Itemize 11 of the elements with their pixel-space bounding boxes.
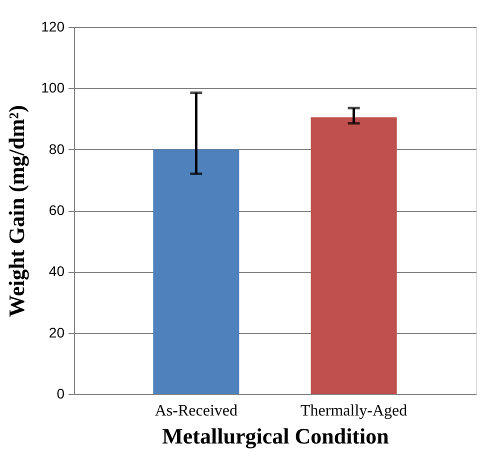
y-tick-label: 120: [41, 18, 65, 34]
y-tick-label: 80: [48, 140, 65, 157]
y-tick-label: 100: [41, 80, 65, 96]
y-axis-title: Weight Gain (mg/dm²): [4, 105, 30, 317]
y-tick-label: 20: [48, 324, 65, 340]
y-tick-label: 40: [48, 263, 65, 280]
x-tick-label: As-Received: [154, 402, 238, 420]
x-axis-title: Metallurgical Condition: [162, 424, 389, 448]
x-tick-label: Thermally-Aged: [300, 402, 408, 420]
y-tick-label: 0: [56, 386, 65, 402]
y-tick-label: 60: [48, 202, 65, 218]
